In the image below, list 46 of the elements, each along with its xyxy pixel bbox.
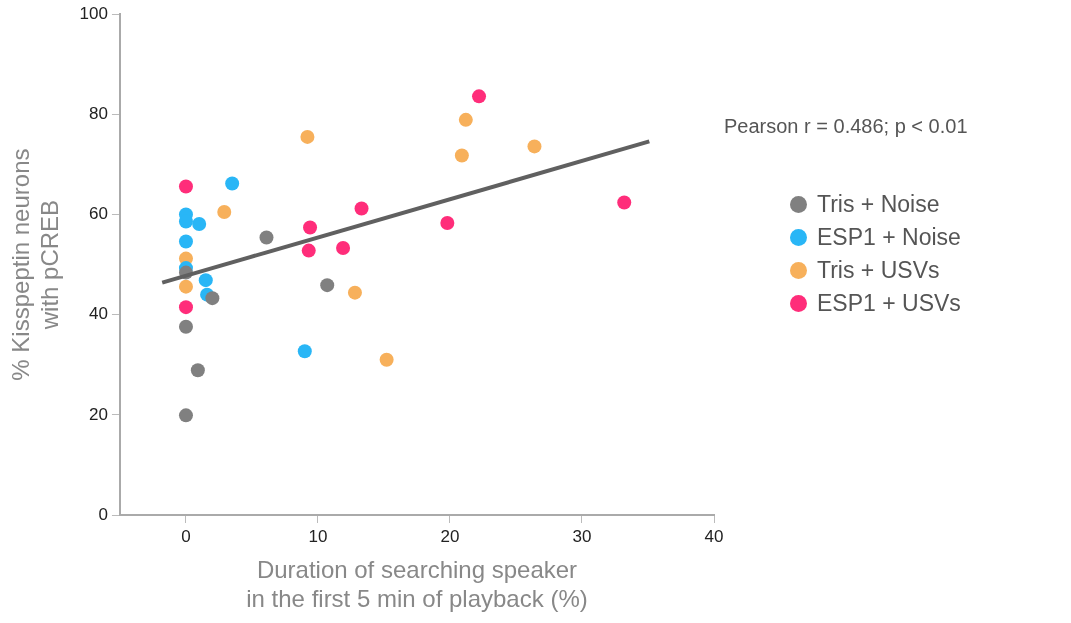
point bbox=[217, 205, 232, 220]
point bbox=[178, 319, 193, 334]
point bbox=[192, 217, 207, 232]
point bbox=[300, 129, 315, 144]
point bbox=[303, 220, 318, 235]
y-tick-label: 60 bbox=[89, 204, 108, 224]
x-tick-label: 30 bbox=[572, 526, 592, 546]
point bbox=[617, 195, 632, 210]
point bbox=[178, 300, 193, 315]
point bbox=[301, 243, 316, 258]
point bbox=[347, 285, 362, 300]
point bbox=[178, 279, 193, 294]
point bbox=[178, 234, 193, 249]
point bbox=[178, 408, 193, 423]
point bbox=[458, 112, 473, 127]
point bbox=[225, 176, 240, 191]
x-tick-label: 20 bbox=[440, 526, 460, 546]
point bbox=[178, 179, 193, 194]
y-tick-label: 100 bbox=[79, 3, 108, 23]
point bbox=[336, 241, 351, 256]
point bbox=[440, 216, 455, 231]
y-tick-label: 40 bbox=[89, 304, 108, 324]
legend-label: Tris + Noise bbox=[817, 190, 940, 219]
point bbox=[297, 344, 312, 359]
point bbox=[259, 230, 274, 245]
legend-label: ESP1 + Noise bbox=[817, 223, 961, 252]
point bbox=[320, 278, 335, 293]
y-tick-label: 0 bbox=[98, 504, 108, 524]
point bbox=[198, 273, 213, 288]
point bbox=[190, 363, 205, 378]
point bbox=[354, 201, 369, 216]
point bbox=[472, 89, 487, 104]
x-tick-label: 40 bbox=[704, 526, 724, 546]
legend-label: Tris + USVs bbox=[817, 256, 940, 285]
point bbox=[379, 352, 394, 367]
y-tick-label: 80 bbox=[89, 104, 108, 124]
x-axis-title: Duration of searching speaker in the first 5 min of playback (%) bbox=[246, 556, 588, 613]
text: Pearson r = 0.486; p < 0.01 bbox=[724, 115, 968, 138]
x-tick-label: 0 bbox=[181, 526, 191, 546]
point bbox=[205, 291, 220, 306]
x-tick-label: 10 bbox=[308, 526, 328, 546]
point bbox=[527, 139, 542, 154]
y-tick-label: 20 bbox=[89, 404, 108, 424]
legend-label: ESP1 + USVs bbox=[817, 289, 961, 318]
y-axis-title: % Kisspeptin neurons with pCREB bbox=[7, 148, 63, 381]
point bbox=[454, 148, 469, 163]
